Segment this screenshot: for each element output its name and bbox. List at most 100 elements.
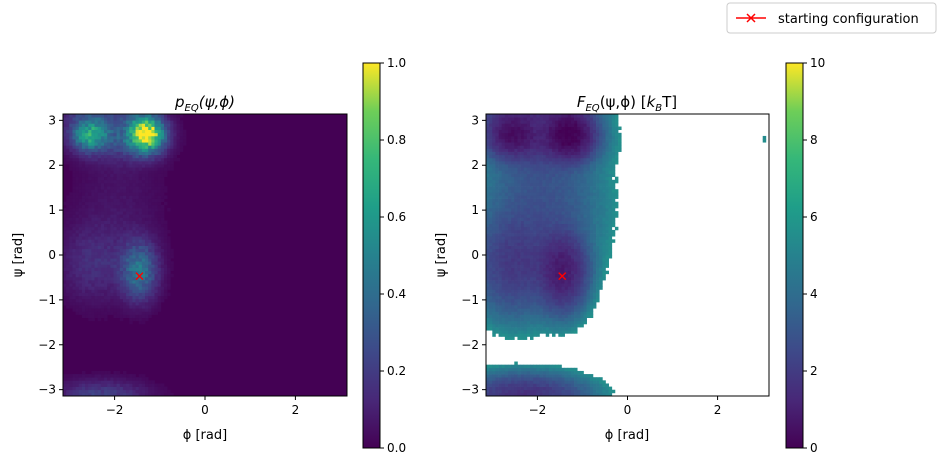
heatmap-cell <box>498 189 503 193</box>
heatmap-cell <box>160 148 165 152</box>
heatmap-cell <box>63 245 67 250</box>
heatmap-cell <box>548 142 553 146</box>
heatmap-cell <box>148 217 152 221</box>
heatmap-cell <box>555 280 559 284</box>
heatmap-cell <box>545 173 550 178</box>
heatmap-cell <box>91 214 95 218</box>
heatmap-cell <box>72 114 76 118</box>
heatmap-cell <box>94 176 99 181</box>
heatmap-cell <box>163 264 168 268</box>
heatmap-cell <box>536 251 540 256</box>
heatmap-cell <box>141 142 146 146</box>
heatmap-cell <box>85 208 89 212</box>
heatmap-cell <box>72 142 76 146</box>
heatmap-cell <box>577 192 581 196</box>
heatmap-cell <box>520 229 525 234</box>
heatmap-cell <box>88 179 92 184</box>
heatmap-cell <box>126 167 130 171</box>
heatmap-cell <box>511 386 515 391</box>
heatmap-cell <box>501 327 506 331</box>
heatmap-cell <box>489 179 493 184</box>
heatmap-cell <box>511 273 515 278</box>
heatmap-cell <box>577 120 581 124</box>
heatmap-cell <box>69 239 73 243</box>
heatmap-cell <box>170 261 174 265</box>
heatmap-cell <box>78 179 83 184</box>
heatmap-cell <box>157 220 162 225</box>
heatmap-cell <box>176 151 181 156</box>
heatmap-cell <box>110 161 114 165</box>
heatmap-cell <box>119 167 124 171</box>
heatmap-cell <box>548 186 553 190</box>
heatmap-cell <box>85 311 89 315</box>
heatmap-cell <box>126 148 130 152</box>
heatmap-cell <box>138 179 143 184</box>
heatmap-cell <box>113 135 117 140</box>
heatmap-cell <box>580 142 584 146</box>
heatmap-cell <box>148 392 152 396</box>
heatmap-cell <box>91 148 95 152</box>
heatmap-cell <box>539 179 543 184</box>
heatmap-cell <box>113 295 117 300</box>
heatmap-cell <box>498 320 503 325</box>
heatmap-cell <box>526 170 531 174</box>
heatmap-cell <box>88 298 92 303</box>
heatmap-cell <box>558 148 562 152</box>
heatmap-cell <box>495 267 499 272</box>
heatmap-cell <box>489 327 493 331</box>
heatmap-cell <box>122 220 127 225</box>
heatmap-cell <box>94 126 99 131</box>
heatmap-cell <box>555 323 559 328</box>
heatmap-cell <box>539 389 543 394</box>
heatmap-cell <box>88 264 92 268</box>
heatmap-cell <box>116 251 121 256</box>
heatmap-cell <box>100 157 105 162</box>
heatmap-cell <box>145 286 149 290</box>
heatmap-cell <box>91 114 95 118</box>
heatmap-cell <box>526 273 531 278</box>
heatmap-cell <box>542 220 547 225</box>
heatmap-cell <box>145 264 149 268</box>
heatmap-cell <box>511 182 515 187</box>
heatmap-cell <box>498 255 503 259</box>
heatmap-cell <box>564 280 569 284</box>
heatmap-cell <box>85 389 89 394</box>
heatmap-cell <box>160 392 165 396</box>
heatmap-cell <box>530 317 534 322</box>
heatmap-cell <box>558 239 562 243</box>
heatmap-cell <box>63 264 67 268</box>
heatmap-cell <box>129 283 133 287</box>
heatmap-cell <box>110 126 114 131</box>
heatmap-cell <box>122 374 127 378</box>
heatmap-cell <box>66 208 70 212</box>
heatmap-cell <box>555 117 559 121</box>
heatmap-cell <box>552 383 556 387</box>
heatmap-cell <box>517 327 521 331</box>
heatmap-cell <box>81 389 86 394</box>
heatmap-cell <box>145 308 149 312</box>
heatmap-cell <box>69 226 73 231</box>
heatmap-cell <box>129 139 133 143</box>
heatmap-cell <box>104 229 108 234</box>
heatmap-cell <box>558 258 562 262</box>
heatmap-cell <box>504 139 509 143</box>
heatmap-cell <box>135 273 140 278</box>
heatmap-cell <box>132 286 136 290</box>
heatmap-cell <box>160 157 165 162</box>
heatmap-cell <box>570 120 575 124</box>
heatmap-cell <box>145 170 149 174</box>
heatmap-cell <box>520 195 525 199</box>
heatmap-cell <box>539 367 543 372</box>
heatmap-cell <box>545 364 550 369</box>
heatmap-cell <box>138 151 143 156</box>
heatmap-cell <box>536 292 540 297</box>
heatmap-cell <box>88 380 92 384</box>
heatmap-cell <box>570 308 575 312</box>
heatmap-cell <box>486 380 490 384</box>
heatmap-cell <box>533 289 537 293</box>
heatmap-cell <box>514 229 518 234</box>
heatmap-cell <box>495 198 499 203</box>
heatmap-cell <box>523 151 528 156</box>
heatmap-cell <box>511 336 515 340</box>
heatmap-cell <box>548 245 553 250</box>
